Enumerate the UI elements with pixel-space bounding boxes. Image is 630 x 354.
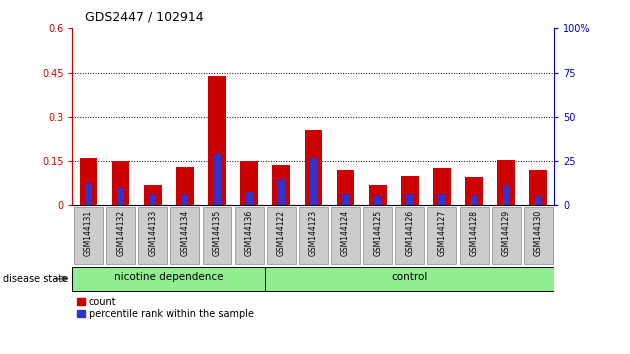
- FancyBboxPatch shape: [492, 206, 520, 264]
- Bar: [240, 161, 258, 205]
- Bar: [181, 194, 188, 205]
- Bar: [529, 170, 547, 205]
- Text: GSM144133: GSM144133: [148, 210, 158, 256]
- Text: GSM144135: GSM144135: [212, 210, 222, 256]
- Text: GSM144132: GSM144132: [116, 210, 125, 256]
- Bar: [149, 194, 156, 205]
- Text: GSM144124: GSM144124: [341, 210, 350, 256]
- FancyBboxPatch shape: [396, 206, 424, 264]
- Text: GSM144130: GSM144130: [534, 210, 543, 256]
- Bar: [465, 177, 483, 205]
- Bar: [246, 192, 253, 205]
- Text: GSM144128: GSM144128: [469, 210, 479, 256]
- Bar: [535, 196, 542, 205]
- Bar: [144, 185, 162, 205]
- Bar: [374, 196, 381, 205]
- FancyBboxPatch shape: [74, 206, 103, 264]
- Bar: [369, 185, 387, 205]
- Text: GSM144134: GSM144134: [180, 210, 190, 256]
- FancyBboxPatch shape: [460, 206, 488, 264]
- Text: GSM144127: GSM144127: [437, 210, 447, 256]
- Bar: [272, 166, 290, 205]
- FancyBboxPatch shape: [106, 206, 135, 264]
- Bar: [438, 194, 445, 205]
- Text: GDS2447 / 102914: GDS2447 / 102914: [85, 11, 203, 24]
- FancyBboxPatch shape: [364, 206, 392, 264]
- FancyBboxPatch shape: [524, 206, 553, 264]
- Bar: [503, 185, 510, 205]
- Text: GSM144131: GSM144131: [84, 210, 93, 256]
- FancyBboxPatch shape: [72, 267, 265, 291]
- Text: GSM144122: GSM144122: [277, 210, 286, 256]
- Text: GSM144126: GSM144126: [405, 210, 415, 256]
- Text: nicotine dependence: nicotine dependence: [114, 273, 224, 282]
- Bar: [471, 195, 478, 205]
- Text: disease state: disease state: [3, 274, 68, 284]
- Text: GSM144136: GSM144136: [244, 210, 254, 256]
- FancyBboxPatch shape: [139, 206, 167, 264]
- Bar: [79, 158, 98, 205]
- Bar: [401, 176, 419, 205]
- FancyBboxPatch shape: [428, 206, 456, 264]
- Bar: [433, 169, 451, 205]
- FancyBboxPatch shape: [299, 206, 328, 264]
- Bar: [304, 130, 323, 205]
- Bar: [208, 75, 226, 205]
- FancyBboxPatch shape: [171, 206, 199, 264]
- Bar: [342, 194, 349, 205]
- FancyBboxPatch shape: [203, 206, 231, 264]
- FancyBboxPatch shape: [265, 267, 554, 291]
- Text: GSM144123: GSM144123: [309, 210, 318, 256]
- Text: GSM144125: GSM144125: [373, 210, 382, 256]
- Bar: [310, 158, 317, 205]
- Bar: [214, 154, 220, 205]
- FancyBboxPatch shape: [267, 206, 295, 264]
- Bar: [336, 170, 355, 205]
- FancyBboxPatch shape: [331, 206, 360, 264]
- Bar: [497, 160, 515, 205]
- Bar: [176, 167, 194, 205]
- Legend: count, percentile rank within the sample: count, percentile rank within the sample: [77, 297, 254, 319]
- FancyBboxPatch shape: [235, 206, 263, 264]
- Text: GSM144129: GSM144129: [501, 210, 511, 256]
- Bar: [85, 183, 92, 205]
- Bar: [112, 161, 130, 205]
- Bar: [117, 188, 124, 205]
- Text: control: control: [392, 273, 428, 282]
- Bar: [278, 179, 285, 205]
- Bar: [406, 194, 413, 205]
